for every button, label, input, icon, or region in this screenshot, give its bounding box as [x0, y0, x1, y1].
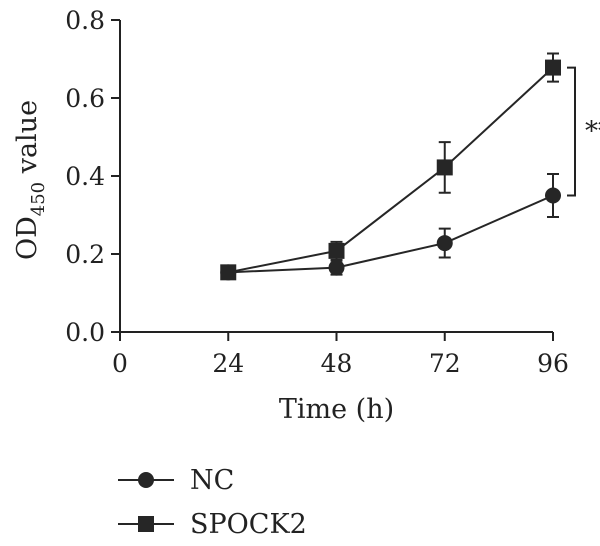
legend-label-spock2: SPOCK2	[190, 509, 307, 540]
data-point-spock2	[328, 242, 345, 259]
x-ticks: 0 24 48 72 96	[112, 332, 569, 378]
data-point-nc	[328, 259, 345, 276]
y-tick-label: 0.6	[65, 84, 105, 113]
data-point-spock2	[220, 264, 237, 281]
legend-item-nc: NC	[118, 465, 234, 496]
significance-bracket	[567, 66, 576, 197]
data-point-spock2	[436, 159, 453, 176]
x-tick-label: 24	[212, 349, 244, 378]
x-tick-label: 0	[112, 349, 128, 378]
significance-annotation: **	[567, 66, 600, 197]
data-point-spock2	[545, 59, 561, 76]
data-point-nc	[436, 235, 453, 252]
x-tick-label: 96	[537, 349, 569, 378]
y-axis-title-suffix: value	[12, 100, 43, 182]
x-axis-title: Time (h)	[279, 394, 394, 425]
y-tick-label: 0.0	[65, 318, 105, 347]
series-spock2	[220, 52, 561, 281]
legend-marker-nc	[138, 472, 154, 488]
y-tick-label: 0.8	[65, 6, 105, 35]
y-axis-title-prefix: OD	[12, 216, 43, 260]
axes	[119, 20, 553, 333]
series-line-spock2	[228, 66, 554, 274]
legend-label-nc: NC	[190, 465, 234, 496]
y-axis-title: OD450 value	[12, 100, 49, 260]
legend-marker-spock2	[138, 516, 154, 532]
y-ticks: 0.0 0.2 0.4 0.6 0.8	[65, 6, 120, 347]
series-line-nc	[228, 194, 554, 274]
y-tick-label: 0.2	[65, 240, 105, 269]
legend: NC SPOCK2	[118, 465, 307, 540]
series-layer	[220, 52, 561, 281]
legend-item-spock2: SPOCK2	[118, 509, 307, 540]
data-point-nc	[545, 187, 561, 204]
significance-label: **	[585, 117, 600, 147]
y-tick-label: 0.4	[65, 162, 105, 191]
y-axis-title-subscript: 450	[28, 182, 49, 216]
x-tick-label: 48	[321, 349, 353, 378]
x-tick-label: 72	[429, 349, 461, 378]
